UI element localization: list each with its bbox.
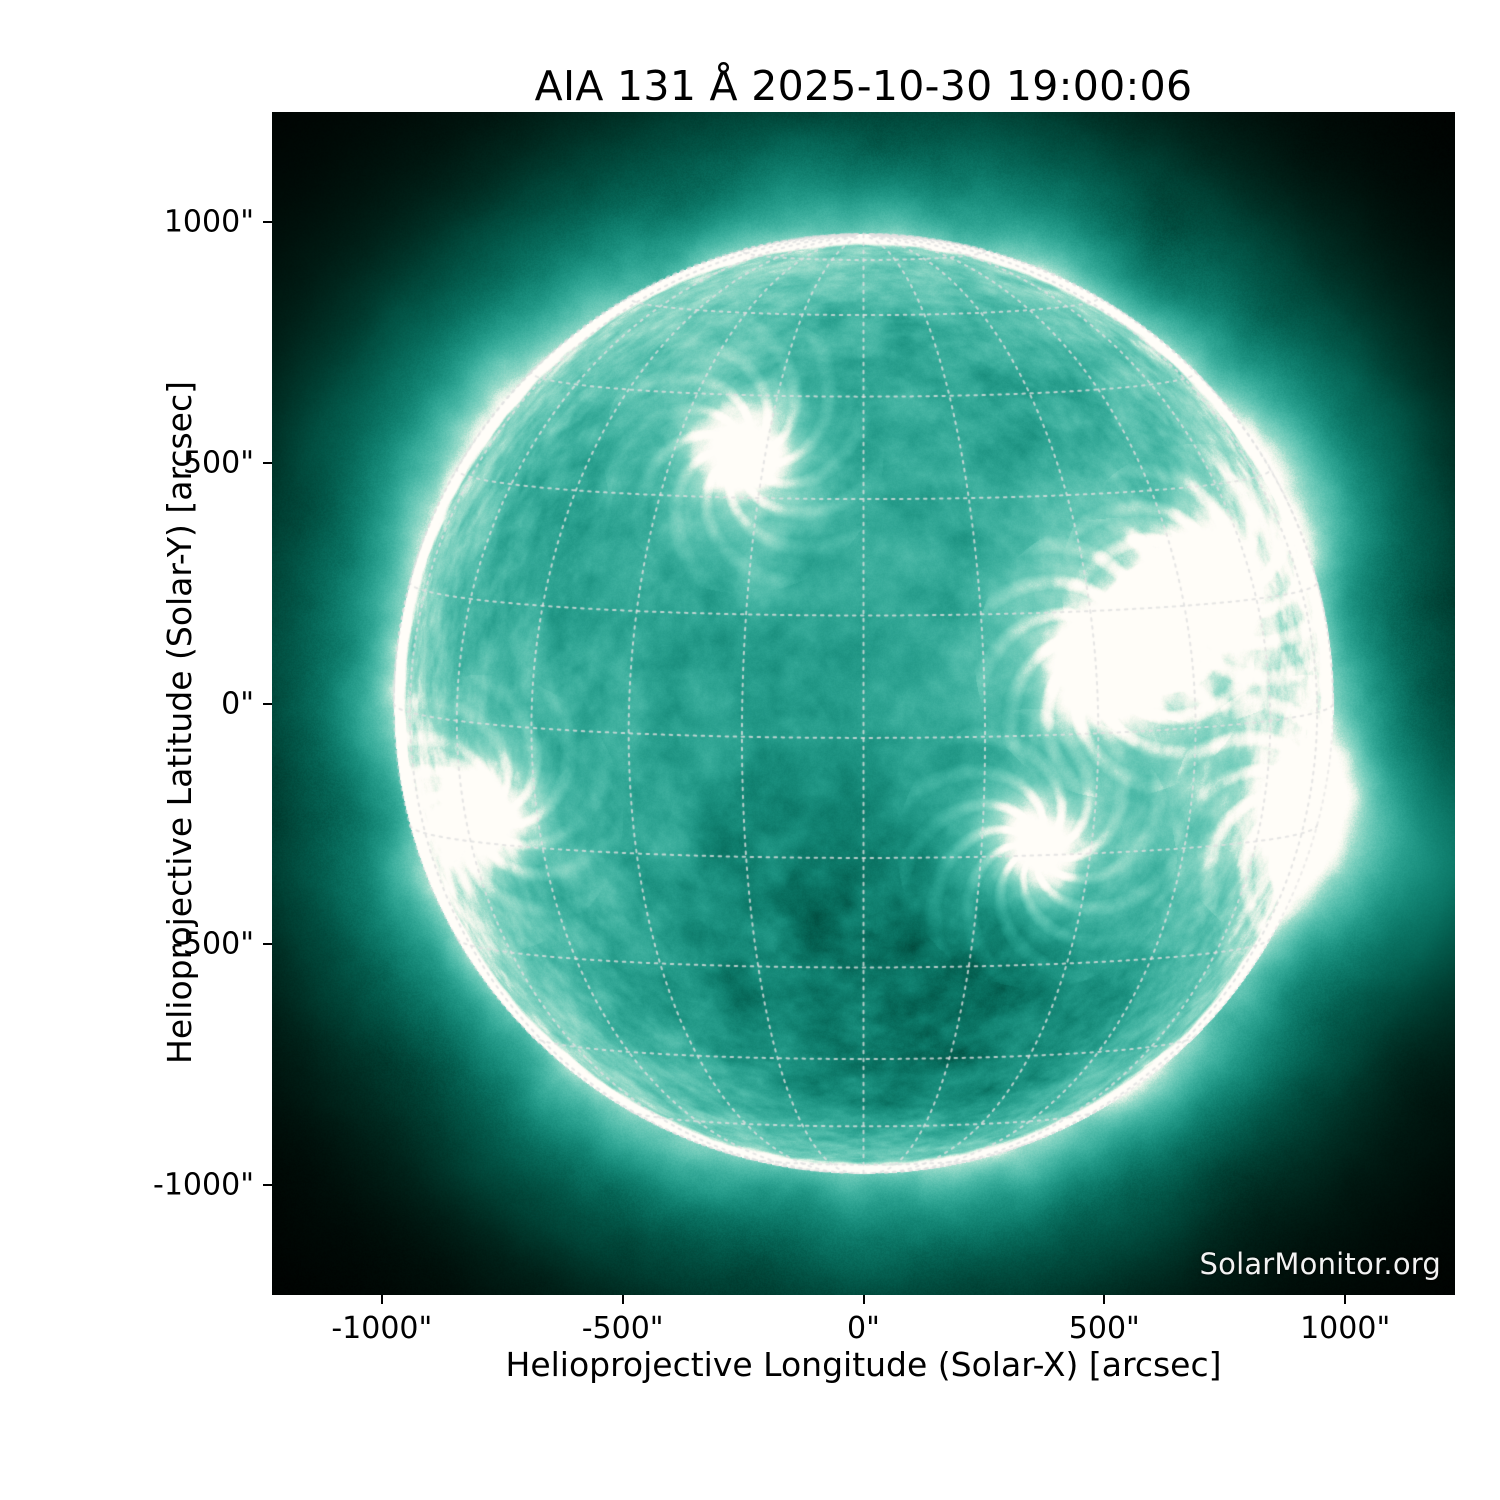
x-tick-label: 1000" xyxy=(1300,1311,1391,1346)
x-tick-label: -1000" xyxy=(331,1311,433,1346)
solar-disk-image xyxy=(272,112,1455,1295)
x-tick-label: -500" xyxy=(581,1311,664,1346)
x-tick-mark xyxy=(621,1295,624,1304)
y-tick-label: 0" xyxy=(221,686,254,721)
y-tick-label: 1000" xyxy=(163,204,254,240)
x-tick-mark xyxy=(1344,1295,1347,1304)
y-tick-mark xyxy=(263,220,272,223)
solarmonitor-watermark: SolarMonitor.org xyxy=(1199,1247,1441,1281)
x-tick-label: 0" xyxy=(847,1311,880,1346)
x-tick-mark xyxy=(1103,1295,1106,1304)
y-axis-title: Helioprojective Latitude (Solar-Y) [arcs… xyxy=(160,381,199,1064)
y-tick-label: -500" xyxy=(172,926,254,962)
image-plot-area[interactable]: SolarMonitor.org xyxy=(272,112,1455,1295)
y-axis-title-wrap: Helioprojective Latitude (Solar-Y) [arcs… xyxy=(160,131,199,1314)
page-title: AIA 131 Å 2025-10-30 19:00:06 xyxy=(534,62,1193,110)
x-axis-title: Helioprojective Longitude (Solar-X) [arc… xyxy=(505,1345,1222,1384)
y-tick-mark xyxy=(263,943,272,946)
y-tick-label: 500" xyxy=(182,445,254,481)
x-tick-mark xyxy=(862,1295,865,1304)
y-tick-mark xyxy=(263,1184,272,1187)
x-tick-mark xyxy=(380,1295,383,1304)
x-tick-label: 500" xyxy=(1068,1311,1140,1346)
y-tick-label: -1000" xyxy=(153,1167,254,1203)
y-tick-mark xyxy=(263,702,272,705)
y-tick-mark xyxy=(263,461,272,464)
